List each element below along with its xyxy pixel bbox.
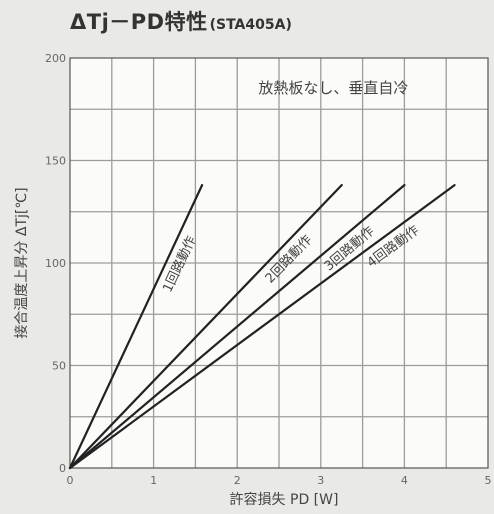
chart-title: ΔTj－PD特性 [70,10,208,34]
y-tick-label: 0 [59,462,66,475]
series-line-3 [68,184,406,470]
condition-annotation: 放熱板なし、垂直自冷 [258,79,408,97]
plot-frame [69,57,489,469]
x-tick-label: 1 [150,474,157,487]
y-tick-label: 100 [45,257,66,270]
x-tick-label: 2 [234,474,241,487]
y-tick-label: 50 [52,360,66,373]
chart-subtitle: (STA405A) [209,17,292,33]
series-line-2 [68,184,343,470]
x-axis-label: 許容損失 PD [W] [230,491,339,508]
y-tick-label: 150 [45,155,66,168]
y-tick-label: 200 [45,52,66,65]
series-line-4 [68,184,456,470]
x-tick-label: 4 [401,474,408,487]
series-line-1 [68,184,204,470]
x-tick-label: 0 [67,474,74,487]
grid [70,58,488,468]
x-tick-label: 3 [317,474,324,487]
x-tick-label: 5 [485,474,492,487]
series-lines [68,184,456,470]
chart-title-block: ΔTj－PD特性 (STA405A) [70,6,292,36]
y-axis-label: 接合温度上昇分 ΔTj[℃] [13,187,30,338]
